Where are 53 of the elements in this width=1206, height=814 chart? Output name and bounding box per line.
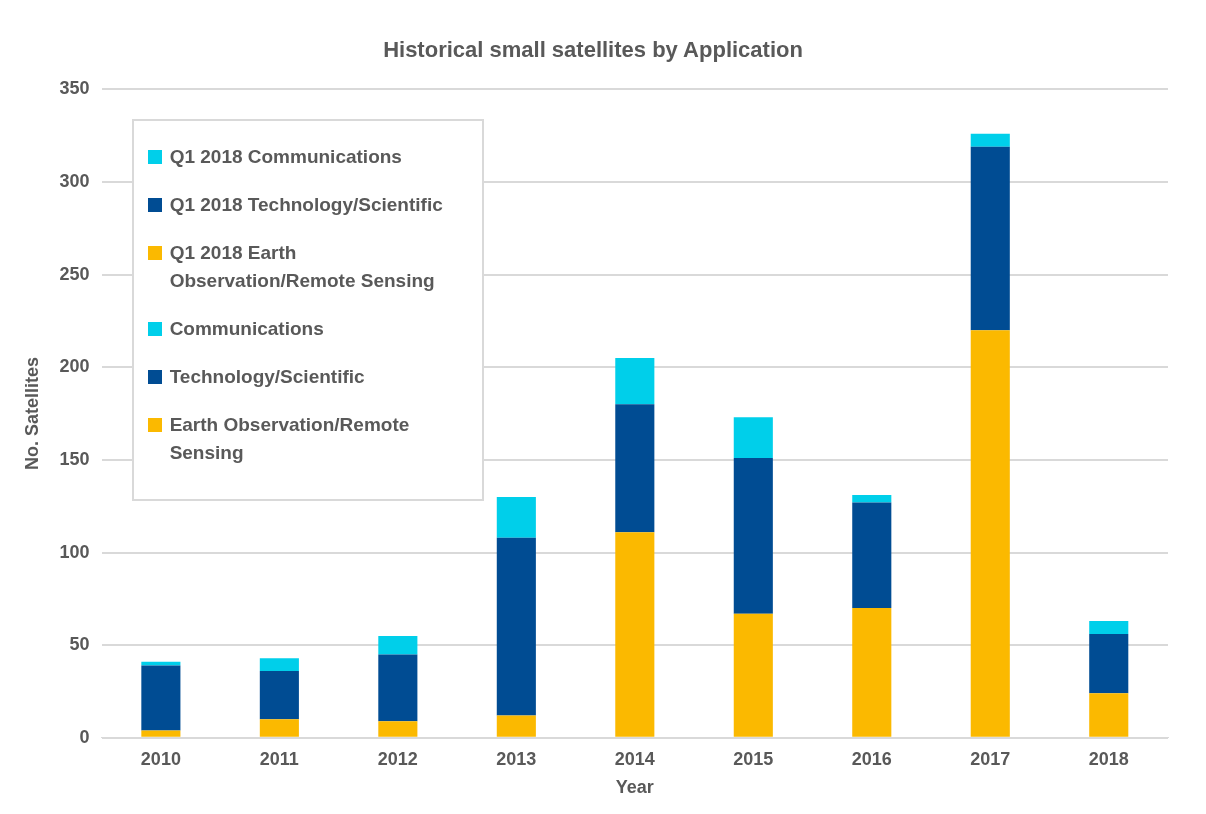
- bar: [378, 721, 418, 737]
- bar: [496, 537, 536, 716]
- x-tick-label: 2011: [259, 748, 299, 769]
- y-tick-label: 50: [69, 634, 90, 655]
- bar: [970, 146, 1010, 331]
- bar: [496, 715, 536, 737]
- bar: [615, 358, 655, 405]
- bar: [378, 654, 418, 722]
- bar: [141, 730, 181, 737]
- bar: [970, 133, 1010, 147]
- bar: [852, 495, 892, 503]
- x-tick-label: 2013: [496, 748, 537, 769]
- bar: [733, 417, 773, 459]
- y-tick-label: 250: [59, 263, 90, 284]
- bar: [141, 661, 181, 666]
- bar: [615, 404, 655, 533]
- bar: [496, 496, 536, 538]
- y-axis-title: No. Satellites: [21, 357, 42, 471]
- legend-label: Technology/Scientific: [169, 365, 365, 390]
- y-tick-label: 200: [59, 356, 90, 377]
- y-tick-label: 100: [59, 541, 90, 562]
- legend-label: Q1 2018 Communications: [169, 145, 402, 170]
- bar: [259, 671, 299, 720]
- y-tick-label: 300: [59, 171, 90, 191]
- bar: [733, 613, 773, 737]
- bar: [141, 665, 181, 731]
- legend-label: Q1 2018 Earth Observation/Remote Sensing: [169, 241, 436, 294]
- legend-label: Q1 2018 Technology/Scientific: [169, 193, 443, 218]
- bar: [259, 658, 299, 672]
- legend-label: Earth Observation/Remote Sensing: [169, 413, 411, 466]
- x-tick-label: 2015: [733, 748, 774, 769]
- chart-title: Historical small satellites by Application: [383, 37, 803, 63]
- y-tick-label: 350: [59, 78, 90, 99]
- x-tick-label: 2012: [377, 748, 418, 769]
- x-axis-title: Year: [615, 777, 654, 798]
- y-tick-label: 150: [59, 448, 90, 469]
- bar: [970, 330, 1010, 737]
- legend-label: Communications: [169, 317, 324, 342]
- bar: [852, 608, 892, 737]
- bar: [615, 532, 655, 737]
- x-tick-label: 2016: [851, 748, 892, 769]
- bar: [1089, 693, 1129, 737]
- x-tick-label: 2017: [970, 748, 1011, 769]
- bar: [1089, 621, 1129, 635]
- x-tick-label: 2018: [1088, 748, 1129, 769]
- bar: [378, 635, 418, 655]
- bar: [733, 458, 773, 614]
- x-tick-label: 2014: [614, 748, 655, 769]
- bar: [259, 719, 299, 737]
- bar: [1089, 634, 1129, 694]
- x-tick-label: 2010: [140, 748, 181, 769]
- bar: [852, 502, 892, 609]
- y-tick-label: 0: [79, 726, 90, 747]
